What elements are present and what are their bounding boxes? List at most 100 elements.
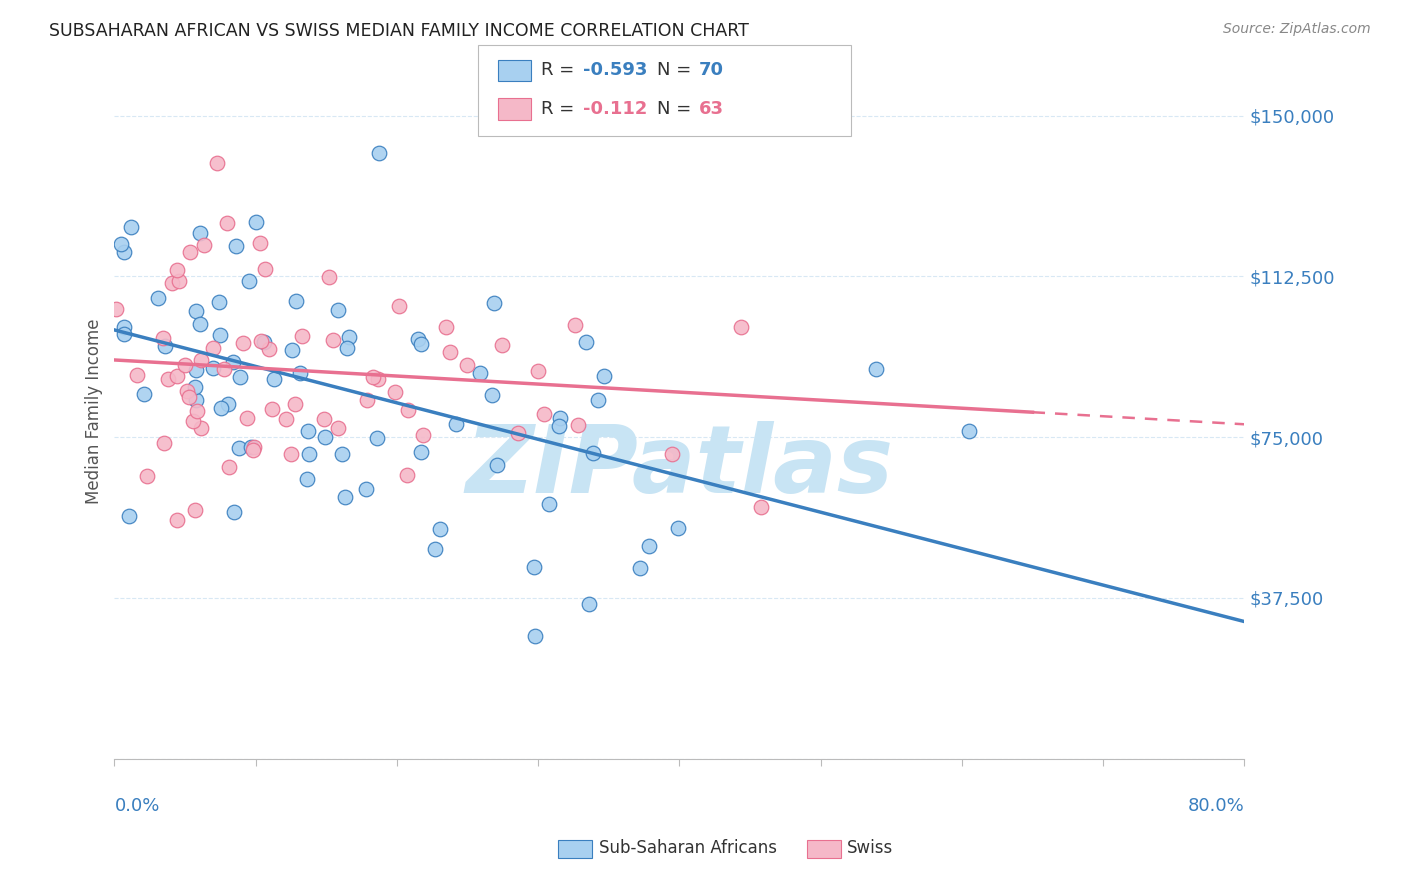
- Point: [162, 276, 184, 290]
- Point: [153, 338, 176, 352]
- Point: [184, 392, 207, 407]
- Point: [354, 483, 377, 497]
- Point: [384, 385, 406, 400]
- Text: Source: ZipAtlas.com: Source: ZipAtlas.com: [1223, 22, 1371, 37]
- Point: [666, 521, 689, 535]
- Point: [409, 336, 432, 351]
- Point: [485, 458, 508, 472]
- Point: [152, 330, 174, 344]
- Point: [749, 500, 772, 515]
- Point: [298, 447, 321, 461]
- Point: [205, 156, 228, 170]
- Y-axis label: Median Family Income: Median Family Income: [86, 318, 103, 504]
- Point: [280, 447, 302, 461]
- Text: -0.112: -0.112: [583, 100, 648, 118]
- Point: [396, 402, 419, 417]
- Point: [356, 392, 378, 407]
- Point: [318, 269, 340, 284]
- Point: [482, 295, 505, 310]
- Text: 0.0%: 0.0%: [114, 797, 160, 815]
- Point: [326, 421, 349, 435]
- Point: [295, 472, 318, 486]
- Point: [202, 361, 225, 376]
- Point: [110, 236, 132, 251]
- Point: [208, 295, 231, 310]
- Point: [361, 369, 384, 384]
- Point: [333, 490, 356, 504]
- Point: [297, 425, 319, 439]
- Point: [290, 366, 312, 380]
- Text: N =: N =: [657, 100, 696, 118]
- Text: SUBSAHARAN AFRICAN VS SWISS MEDIAN FAMILY INCOME CORRELATION CHART: SUBSAHARAN AFRICAN VS SWISS MEDIAN FAMIL…: [49, 22, 749, 40]
- Point: [135, 469, 157, 483]
- Point: [429, 522, 451, 536]
- Point: [263, 372, 285, 386]
- Point: [291, 329, 314, 343]
- Point: [593, 369, 616, 384]
- Point: [218, 460, 240, 475]
- Point: [548, 411, 571, 425]
- Point: [177, 390, 200, 404]
- Point: [387, 299, 409, 313]
- Text: -0.593: -0.593: [583, 62, 648, 79]
- Point: [411, 445, 433, 459]
- Text: Swiss: Swiss: [846, 839, 893, 857]
- Text: R =: R =: [541, 62, 581, 79]
- Point: [132, 386, 155, 401]
- Point: [423, 541, 446, 556]
- Point: [222, 506, 245, 520]
- Point: [253, 334, 276, 349]
- Point: [146, 292, 169, 306]
- Point: [326, 303, 349, 318]
- Point: [112, 326, 135, 341]
- Point: [337, 329, 360, 343]
- Text: ZIPatlas: ZIPatlas: [465, 421, 893, 513]
- Point: [153, 435, 176, 450]
- Point: [186, 404, 208, 418]
- Point: [112, 320, 135, 334]
- Point: [104, 302, 127, 317]
- Point: [444, 417, 467, 431]
- Point: [470, 366, 492, 380]
- Point: [254, 262, 277, 277]
- Point: [578, 597, 600, 611]
- Point: [439, 344, 461, 359]
- Point: [225, 239, 247, 253]
- Point: [638, 539, 661, 553]
- Point: [456, 358, 478, 372]
- Point: [179, 244, 201, 259]
- Point: [481, 388, 503, 402]
- Point: [408, 332, 430, 346]
- Point: [628, 561, 651, 575]
- Point: [183, 503, 205, 517]
- Point: [243, 440, 266, 454]
- Point: [548, 418, 571, 433]
- Point: [865, 362, 887, 376]
- Point: [112, 245, 135, 260]
- Point: [184, 363, 207, 377]
- Point: [412, 428, 434, 442]
- Point: [238, 274, 260, 288]
- Point: [249, 236, 271, 251]
- Point: [190, 353, 212, 368]
- Text: R =: R =: [541, 100, 581, 118]
- Point: [312, 411, 335, 425]
- Text: 70: 70: [699, 62, 724, 79]
- Point: [508, 426, 530, 441]
- Point: [564, 318, 586, 333]
- Point: [575, 334, 598, 349]
- Point: [174, 358, 197, 372]
- Point: [120, 220, 142, 235]
- Point: [366, 431, 388, 445]
- Point: [586, 392, 609, 407]
- Point: [281, 343, 304, 357]
- Point: [167, 274, 190, 288]
- Point: [217, 216, 239, 230]
- Point: [190, 420, 212, 434]
- Point: [209, 401, 232, 415]
- Point: [181, 414, 204, 428]
- Point: [222, 355, 245, 369]
- Point: [188, 226, 211, 240]
- Point: [314, 430, 336, 444]
- Point: [274, 412, 297, 426]
